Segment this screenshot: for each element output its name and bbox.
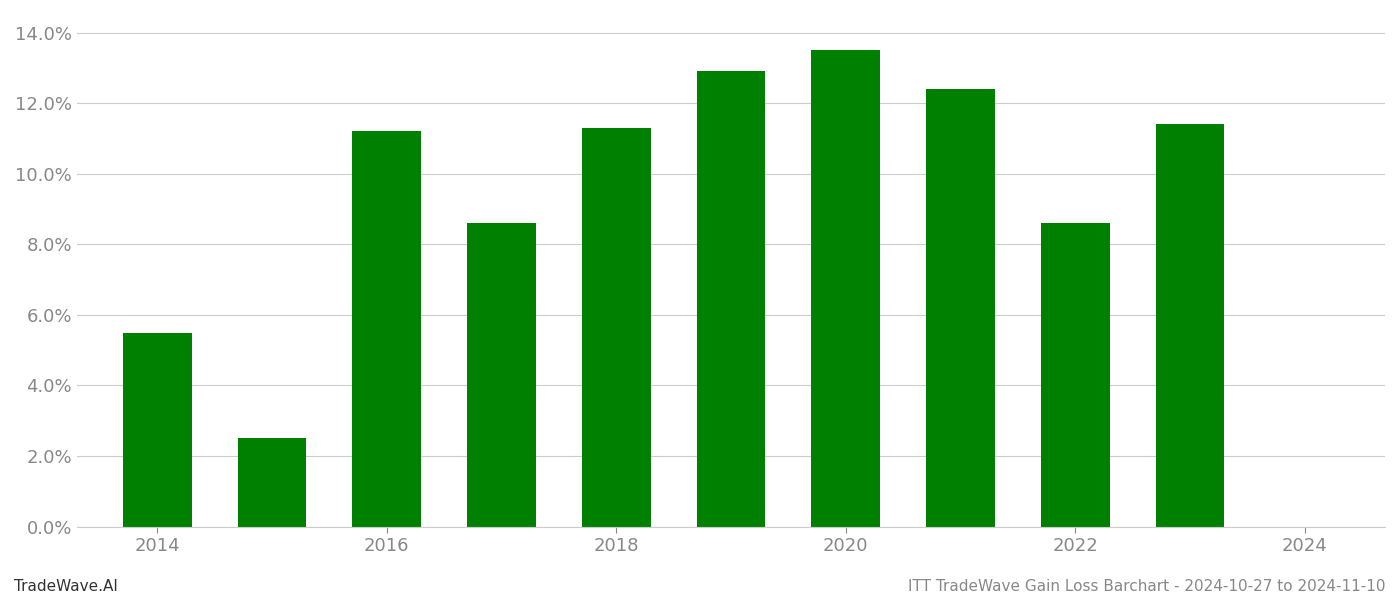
Bar <box>925 89 995 527</box>
Bar <box>1155 124 1225 527</box>
Bar <box>811 50 881 527</box>
Bar <box>468 223 536 527</box>
Text: TradeWave.AI: TradeWave.AI <box>14 579 118 594</box>
Text: ITT TradeWave Gain Loss Barchart - 2024-10-27 to 2024-11-10: ITT TradeWave Gain Loss Barchart - 2024-… <box>909 579 1386 594</box>
Bar <box>353 131 421 527</box>
Bar <box>697 71 766 527</box>
Bar <box>123 332 192 527</box>
Bar <box>238 439 307 527</box>
Bar <box>1040 223 1110 527</box>
Bar <box>582 128 651 527</box>
